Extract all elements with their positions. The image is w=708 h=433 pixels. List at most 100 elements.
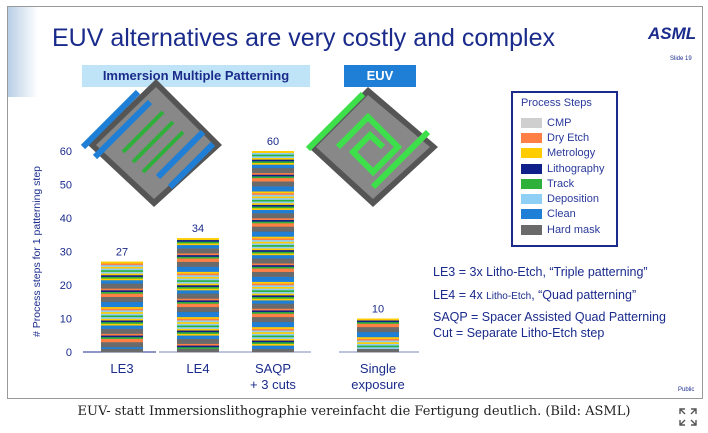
- bar-segment: [252, 336, 294, 339]
- bar-segment: [177, 315, 219, 318]
- bar-segment: [252, 295, 294, 298]
- bar-segment: [252, 166, 294, 169]
- legend-label: Track: [547, 177, 575, 190]
- bar-segment: [177, 263, 219, 266]
- bar-segment: [252, 311, 294, 314]
- bar-segment: [357, 341, 399, 344]
- bar-segment: [177, 268, 219, 271]
- bar-segment: [177, 283, 219, 286]
- bar-segment: [252, 256, 294, 259]
- bar-value-label: 34: [192, 223, 204, 235]
- bar-segment: [252, 251, 294, 254]
- bar-segment: [252, 187, 294, 190]
- bar-segment: [177, 246, 219, 249]
- bar-segment: [101, 341, 143, 344]
- bar-segment: [101, 345, 143, 348]
- bar-segment: [177, 251, 219, 254]
- bar-segment: [252, 253, 294, 256]
- bar-segment: [357, 325, 399, 328]
- expand-icon[interactable]: [678, 407, 698, 427]
- bar-segment: [101, 291, 143, 294]
- bar-segment: [177, 341, 219, 344]
- bar-segment: [101, 340, 143, 343]
- bar-segment: [177, 293, 219, 296]
- bar-segment: [252, 278, 294, 281]
- bar-segment: [252, 223, 294, 225]
- y-tick-label: 40: [60, 213, 72, 225]
- bar-segment: [177, 239, 219, 242]
- bar-segment: [252, 273, 294, 276]
- bar-segment: [101, 271, 143, 274]
- x-category-label: LE3: [110, 361, 133, 376]
- bar-segment: [252, 189, 294, 192]
- bar-segment: [101, 266, 143, 269]
- bar-value-label: 27: [116, 247, 128, 259]
- bar-segment: [252, 202, 294, 205]
- legend-item: Deposition: [521, 191, 608, 206]
- bar-segment: [252, 263, 294, 266]
- bar-segment: [177, 291, 219, 294]
- legend-item: Hard mask: [521, 222, 608, 237]
- immersion-structure-image: [80, 79, 222, 207]
- legend-item: Clean: [521, 207, 608, 222]
- bar-segment: [252, 279, 294, 282]
- bar-segment: [101, 261, 143, 264]
- bar-segment: [177, 336, 219, 339]
- bar-segment: [252, 310, 294, 313]
- bar-segment: [101, 293, 143, 296]
- bar-segment: [101, 276, 143, 279]
- legend-swatch: [521, 117, 542, 128]
- bar-segment: [177, 266, 219, 269]
- bar-segment: [252, 181, 294, 184]
- bar-segment: [177, 258, 219, 261]
- bar-segment: [101, 298, 143, 301]
- bar-segment: [252, 326, 294, 329]
- bar-segment: [252, 330, 294, 333]
- bar-segment: [101, 310, 143, 313]
- bar-segment: [357, 320, 399, 323]
- bar-segment: [357, 346, 399, 349]
- bar-segment: [252, 159, 294, 162]
- bar-segment: [357, 328, 399, 331]
- legend: Process Steps CMP Dry Etch Metrology Lithog…: [511, 91, 618, 247]
- x-category-label: SAQP: [255, 361, 291, 376]
- bar-segment: [357, 323, 399, 326]
- bar-segment: [177, 254, 219, 257]
- bar-segment: [177, 325, 219, 328]
- bar-segment: [252, 171, 294, 174]
- bar-segment: [252, 293, 294, 296]
- bar-segment: [101, 290, 143, 292]
- bar-segment: [177, 261, 219, 264]
- bar-segment: [101, 268, 143, 271]
- bar-segment: [252, 194, 294, 197]
- bar-segment: [252, 219, 294, 222]
- bar-segment: [357, 318, 399, 321]
- bar-segment: [252, 335, 294, 338]
- legend-label: Clean: [547, 208, 576, 221]
- bar-segment: [252, 291, 294, 294]
- bar-segment: [252, 243, 294, 246]
- bar-segment: [101, 313, 143, 316]
- legend-item: Dry Etch: [521, 130, 608, 145]
- note-le4: LE4 = 4x Litho-Etch, “Quad patterning”: [433, 289, 636, 302]
- bar-segment: [252, 338, 294, 341]
- bar-segment: [101, 316, 143, 319]
- legend-swatch: [521, 209, 542, 220]
- legend-title: Process Steps: [521, 97, 592, 109]
- bar-segment: [177, 248, 219, 251]
- bar-segment: [252, 233, 294, 236]
- bar-segment: [177, 295, 219, 298]
- bar-segment: [101, 346, 143, 349]
- note-le4-c: , “Quad patterning”: [531, 288, 637, 302]
- bar-segment: [252, 209, 294, 212]
- bar-segment: [252, 254, 294, 257]
- bar-segment: [177, 278, 219, 281]
- note-le4-b: Litho-Etch: [486, 291, 532, 302]
- bar-segment: [252, 186, 294, 189]
- bar-segment: [177, 285, 219, 287]
- legend-item: Lithography: [521, 161, 608, 176]
- bar-segment: [252, 216, 294, 219]
- bar-segment: [252, 350, 294, 353]
- bar-segment: [177, 323, 219, 326]
- slide: EUV alternatives are very costly and com…: [7, 6, 703, 399]
